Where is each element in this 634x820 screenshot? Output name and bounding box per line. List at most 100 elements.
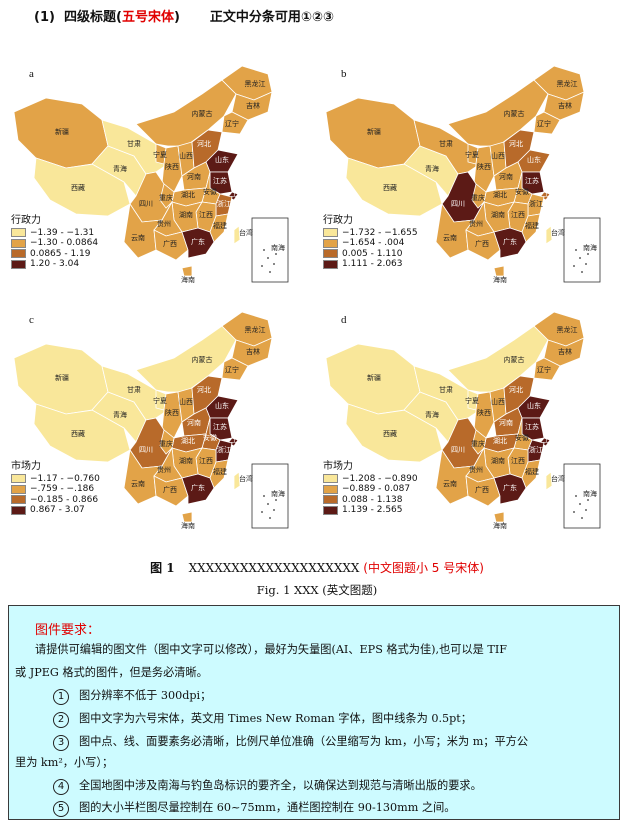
province-hainan (181, 265, 193, 277)
province-label-jilin: 吉林 (558, 347, 572, 356)
province-label-hainan: 海南 (493, 275, 507, 284)
requirement-text: 图中文字为六号宋体，英文用 Times New Roman 字体，图中线条为 0… (79, 712, 472, 725)
province-guangdong (493, 473, 527, 505)
requirement-item: 4 全国地图中涉及南海与钓鱼岛标识的要齐全，以确保达到规范与清晰出版的要求。 (53, 779, 482, 795)
province-label-hubei: 湖北 (181, 190, 195, 199)
island-dot (581, 517, 583, 519)
province-label-shaanxi: 陕西 (165, 408, 179, 417)
legend-row: −0.889 - 0.087 (323, 484, 418, 495)
circled-number: 4 (53, 779, 69, 795)
province-label-neimenggu: 内蒙古 (504, 109, 525, 118)
province-label-xinjiang: 新疆 (367, 127, 381, 136)
province-label-henan: 河南 (499, 418, 513, 427)
province-label-hainan: 海南 (181, 275, 195, 284)
island-dot (275, 253, 277, 255)
island-dot (585, 263, 587, 265)
requirements-box: 图件要求： 请提供可编辑的图文件（图中文字可以修改），最好为矢量图(AI、EPS… (8, 605, 620, 820)
legend-row: −.759 - −.186 (11, 484, 100, 495)
legend-label: −1.732 - −1.655 (342, 227, 418, 238)
province-label-zhejiang: 浙江 (217, 445, 231, 454)
province-label-heilongjiang: 黑龙江 (557, 325, 578, 334)
province-label-henan: 河南 (499, 172, 513, 181)
legend-swatch (323, 495, 338, 505)
requirements-intro-line-2: 或 JPEG 格式的图件，但是务必清晰。 (15, 666, 208, 679)
province-label-neimenggu: 内蒙古 (504, 355, 525, 364)
province-label-guizhou: 贵州 (469, 465, 483, 474)
requirement-text: 全国地图中涉及南海与钓鱼岛标识的要齐全，以确保达到规范与清晰出版的要求。 (79, 779, 482, 792)
island-dot (587, 253, 589, 255)
province-label-taiwan: 台湾 (551, 474, 565, 483)
legend-swatch (11, 228, 26, 238)
legend-swatch (11, 484, 26, 494)
legend-label: −1.654 - .004 (342, 238, 405, 248)
province-label-shanxi: 山西 (179, 151, 193, 160)
province-label-neimenggu: 内蒙古 (192, 109, 213, 118)
province-label-yunnan: 云南 (443, 233, 457, 242)
province-label-guangxi: 广西 (163, 485, 177, 494)
province-label-guizhou: 贵州 (157, 465, 171, 474)
province-label-heilongjiang: 黑龙江 (245, 79, 266, 88)
legend-row: 1.20 - 3.04 (11, 259, 98, 270)
legend-row: 0.867 - 3.07 (11, 505, 100, 516)
legend-label: −1.17 - −0.760 (30, 473, 100, 484)
circled-number: 3 (53, 735, 69, 751)
province-liaoning (221, 357, 249, 381)
panel-letter: c (29, 314, 34, 326)
province-label-yunnan: 云南 (443, 479, 457, 488)
province-label-ningxia: 宁夏 (465, 396, 479, 405)
province-label-shanxi: 山西 (491, 397, 505, 406)
province-hainan (493, 511, 505, 523)
island-dot (575, 495, 577, 497)
map-panel-b: 黑龙江 吉林 辽宁 内蒙古 新疆 甘肃 宁夏 山西 河北 山东 河南 陕西 青海 西藏 四川 重庆 湖北 安徽 江苏… (318, 54, 618, 299)
island-dot (587, 499, 589, 501)
legend-swatch (323, 474, 338, 484)
province-label-shanghai: 上海 (231, 435, 245, 444)
legend-title: 市场力 (11, 461, 41, 472)
province-chongqing (159, 429, 175, 455)
province-label-guangdong: 广东 (503, 237, 517, 246)
figure-title-cn: XXXXXXXXXXXXXXXXXXXX (188, 561, 360, 575)
province-label-qinghai: 青海 (425, 164, 439, 173)
legend-row: −1.17 - −0.760 (11, 474, 100, 485)
island-dot (573, 511, 575, 513)
province-label-chongqing: 重庆 (159, 439, 173, 448)
legend-label: 1.20 - 3.04 (30, 259, 80, 269)
province-label-hainan: 海南 (493, 521, 507, 530)
requirement-text: 图中点、线、面要素务必清晰，比例尺单位准确（公里缩写为 km，小写；米为 m；平… (79, 735, 529, 748)
legend-swatch (323, 484, 338, 494)
province-label-xizang: 西藏 (71, 429, 85, 438)
province-label-xinjiang: 新疆 (55, 373, 69, 382)
island-dot (273, 509, 275, 511)
province-label-shanxi: 山西 (179, 397, 193, 406)
province-label-jiangsu: 江苏 (213, 422, 227, 431)
legend-swatch (11, 238, 26, 248)
figure-caption-en: Fig. 1 XXX (英文图题) (256, 583, 378, 597)
province-label-hebei: 河北 (509, 140, 523, 148)
province-label-fujian: 福建 (525, 221, 539, 230)
heading-note: 正文中分条可用①②③ (209, 10, 334, 25)
province-label-qinghai: 青海 (113, 410, 127, 419)
legend-swatch (11, 495, 26, 505)
province-label-jiangsu: 江苏 (525, 176, 539, 185)
legend-label: −1.30 - 0.0864 (30, 238, 99, 248)
legend-swatch (323, 259, 338, 269)
province-taiwan (233, 225, 241, 245)
province-label-sichuan: 四川 (139, 446, 153, 454)
circled-number: 2 (53, 712, 69, 728)
province-label-guizhou: 贵州 (469, 219, 483, 228)
island-dot (261, 265, 263, 267)
province-hainan (181, 511, 193, 523)
province-label-liaoning: 辽宁 (537, 119, 551, 128)
province-label-gansu: 甘肃 (439, 385, 453, 394)
province-label-qinghai: 青海 (425, 410, 439, 419)
province-label-gansu: 甘肃 (127, 385, 141, 394)
province-label-xizang: 西藏 (383, 183, 397, 192)
requirement-item: 3 图中点、线、面要素务必清晰，比例尺单位准确（公里缩写为 km，小写；米为 m；… (53, 735, 528, 751)
province-xizang (345, 157, 443, 217)
heading-title-red: 五号宋体 (121, 10, 174, 25)
province-label-jiangsu: 江苏 (525, 422, 539, 431)
legend-row: 0.005 - 1.110 (323, 249, 418, 260)
province-label-guangxi: 广西 (163, 239, 177, 248)
province-label-jiangsu: 江苏 (213, 176, 227, 185)
province-label-jilin: 吉林 (558, 101, 572, 110)
